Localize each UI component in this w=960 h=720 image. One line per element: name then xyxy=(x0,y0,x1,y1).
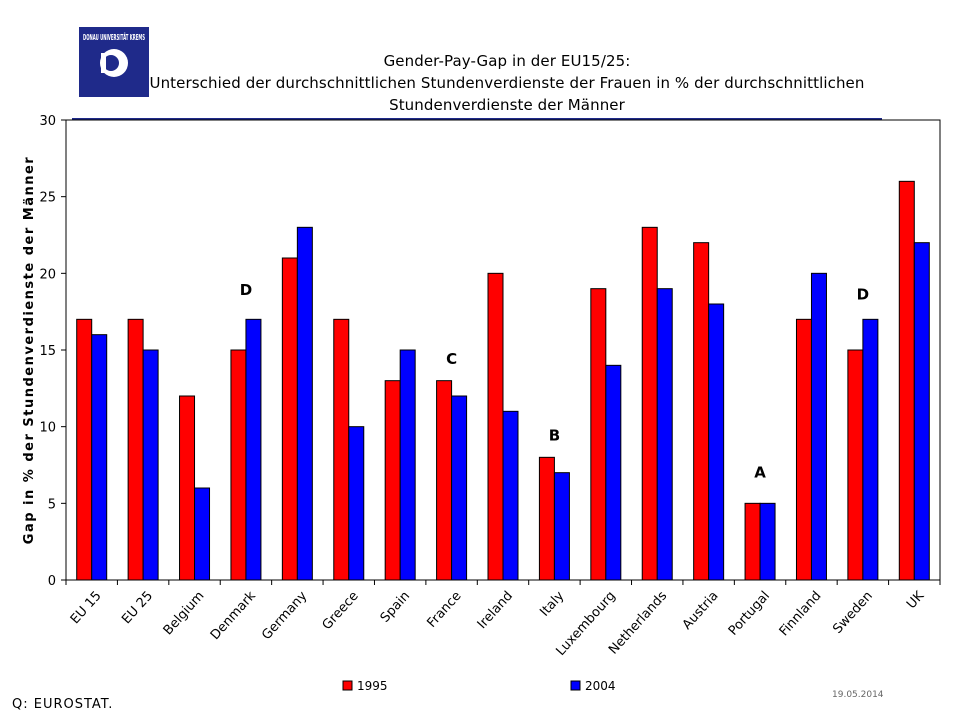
bar-2004-uk xyxy=(913,242,930,581)
bar-2004-france xyxy=(451,395,468,581)
bar-1995-spain xyxy=(384,380,401,581)
x-tick-label: Greece xyxy=(320,589,362,633)
chart-title: Gender-Pay-Gap in der EU15/25: Unterschi… xyxy=(112,50,902,116)
legend-swatch-1995 xyxy=(342,680,353,691)
annotation-label: B xyxy=(549,426,560,444)
x-tick-label: France xyxy=(424,589,464,631)
y-tick-label: 5 xyxy=(48,497,56,512)
bar-2004-denmark xyxy=(245,318,262,581)
x-tick-label: Austria xyxy=(680,589,722,633)
bar-1995-greece xyxy=(333,318,350,581)
plot-frame xyxy=(65,119,941,581)
x-tick-label: Spain xyxy=(378,589,413,626)
source-note: Q: EUROSTAT. xyxy=(12,697,114,712)
bar-2004-greece xyxy=(348,426,365,581)
annotation-label: D xyxy=(240,281,252,299)
logo-emblem-bar xyxy=(101,53,106,73)
annotation-label: A xyxy=(754,463,766,481)
bar-2004-germany xyxy=(296,226,313,581)
legend-label-2004: 2004 xyxy=(585,679,616,693)
chart-title-line1: Gender-Pay-Gap in der EU15/25: xyxy=(383,52,631,70)
x-tick-label: Portugal xyxy=(726,589,773,639)
bar-1995-belgium xyxy=(179,395,196,581)
x-tick-label: UK xyxy=(904,588,928,612)
bar-1995-austria xyxy=(693,242,710,581)
bar-2004-sweden xyxy=(862,318,879,581)
chart-title-line3: Stundenverdienste der Männer xyxy=(389,96,625,114)
bar-1995-luxembourg xyxy=(590,288,607,581)
bar-1995-eu-15 xyxy=(76,318,93,581)
bar-2004-netherlands xyxy=(656,288,673,581)
y-tick-label: 10 xyxy=(39,421,56,436)
x-tick-label: Germany xyxy=(259,588,310,643)
y-axis-label: Gap in % der Stundenverdienste der Männe… xyxy=(22,156,37,544)
y-tick-label: 0 xyxy=(48,574,56,589)
bar-1995-eu-25 xyxy=(127,318,144,581)
bar-1995-finnland xyxy=(795,318,812,581)
x-tick-label: Netherlands xyxy=(606,588,670,657)
bar-1995-italy xyxy=(538,456,555,581)
bar-1995-denmark xyxy=(230,349,247,581)
logo-emblem-inner xyxy=(103,55,119,71)
y-tick-label: 25 xyxy=(39,191,56,206)
bar-1995-germany xyxy=(281,257,298,581)
bar-2004-finnland xyxy=(810,272,827,581)
legend-swatch-2004 xyxy=(570,680,581,691)
x-tick-label: EU 25 xyxy=(119,589,156,628)
x-tick-label: EU 15 xyxy=(68,589,105,628)
bar-1995-uk xyxy=(898,180,915,581)
bar-2004-austria xyxy=(708,303,725,581)
bar-2004-ireland xyxy=(502,410,519,581)
x-tick-label: Luxembourg xyxy=(553,589,618,659)
bar-2004-luxembourg xyxy=(605,364,622,581)
university-logo: DONAU UNIVERSITÄT KREMS xyxy=(79,27,149,97)
chart-title-line2: Unterschied der durchschnittlichen Stund… xyxy=(149,74,865,92)
annotation-label: D xyxy=(857,285,869,303)
annotation-label: C xyxy=(446,350,457,368)
bar-2004-eu-15 xyxy=(91,334,108,581)
bar-1995-ireland xyxy=(487,272,504,581)
x-tick-label: Belgium xyxy=(161,589,208,639)
bar-2004-eu-25 xyxy=(142,349,159,581)
bar-2004-spain xyxy=(399,349,416,581)
bar-2004-belgium xyxy=(194,487,211,581)
x-tick-label: Italy xyxy=(537,588,567,619)
legend-label-1995: 1995 xyxy=(357,679,388,693)
bar-1995-portugal xyxy=(744,502,761,581)
bar-1995-france xyxy=(436,380,453,581)
x-tick-label: Finnland xyxy=(777,589,825,640)
logo-text: DONAU UNIVERSITÄT KREMS xyxy=(83,32,145,42)
bar-1995-netherlands xyxy=(641,226,658,581)
y-tick-label: 30 xyxy=(39,114,56,129)
bar-2004-portugal xyxy=(759,502,776,581)
x-tick-label: Ireland xyxy=(475,589,516,632)
y-tick-label: 15 xyxy=(39,344,56,359)
bar-1995-sweden xyxy=(847,349,864,581)
x-tick-label: Sweden xyxy=(830,589,876,637)
title-divider xyxy=(72,118,882,120)
bar-2004-italy xyxy=(553,472,570,581)
date-stamp: 19.05.2014 xyxy=(832,690,884,700)
y-tick-label: 20 xyxy=(39,267,56,282)
x-tick-label: Denmark xyxy=(208,588,259,643)
